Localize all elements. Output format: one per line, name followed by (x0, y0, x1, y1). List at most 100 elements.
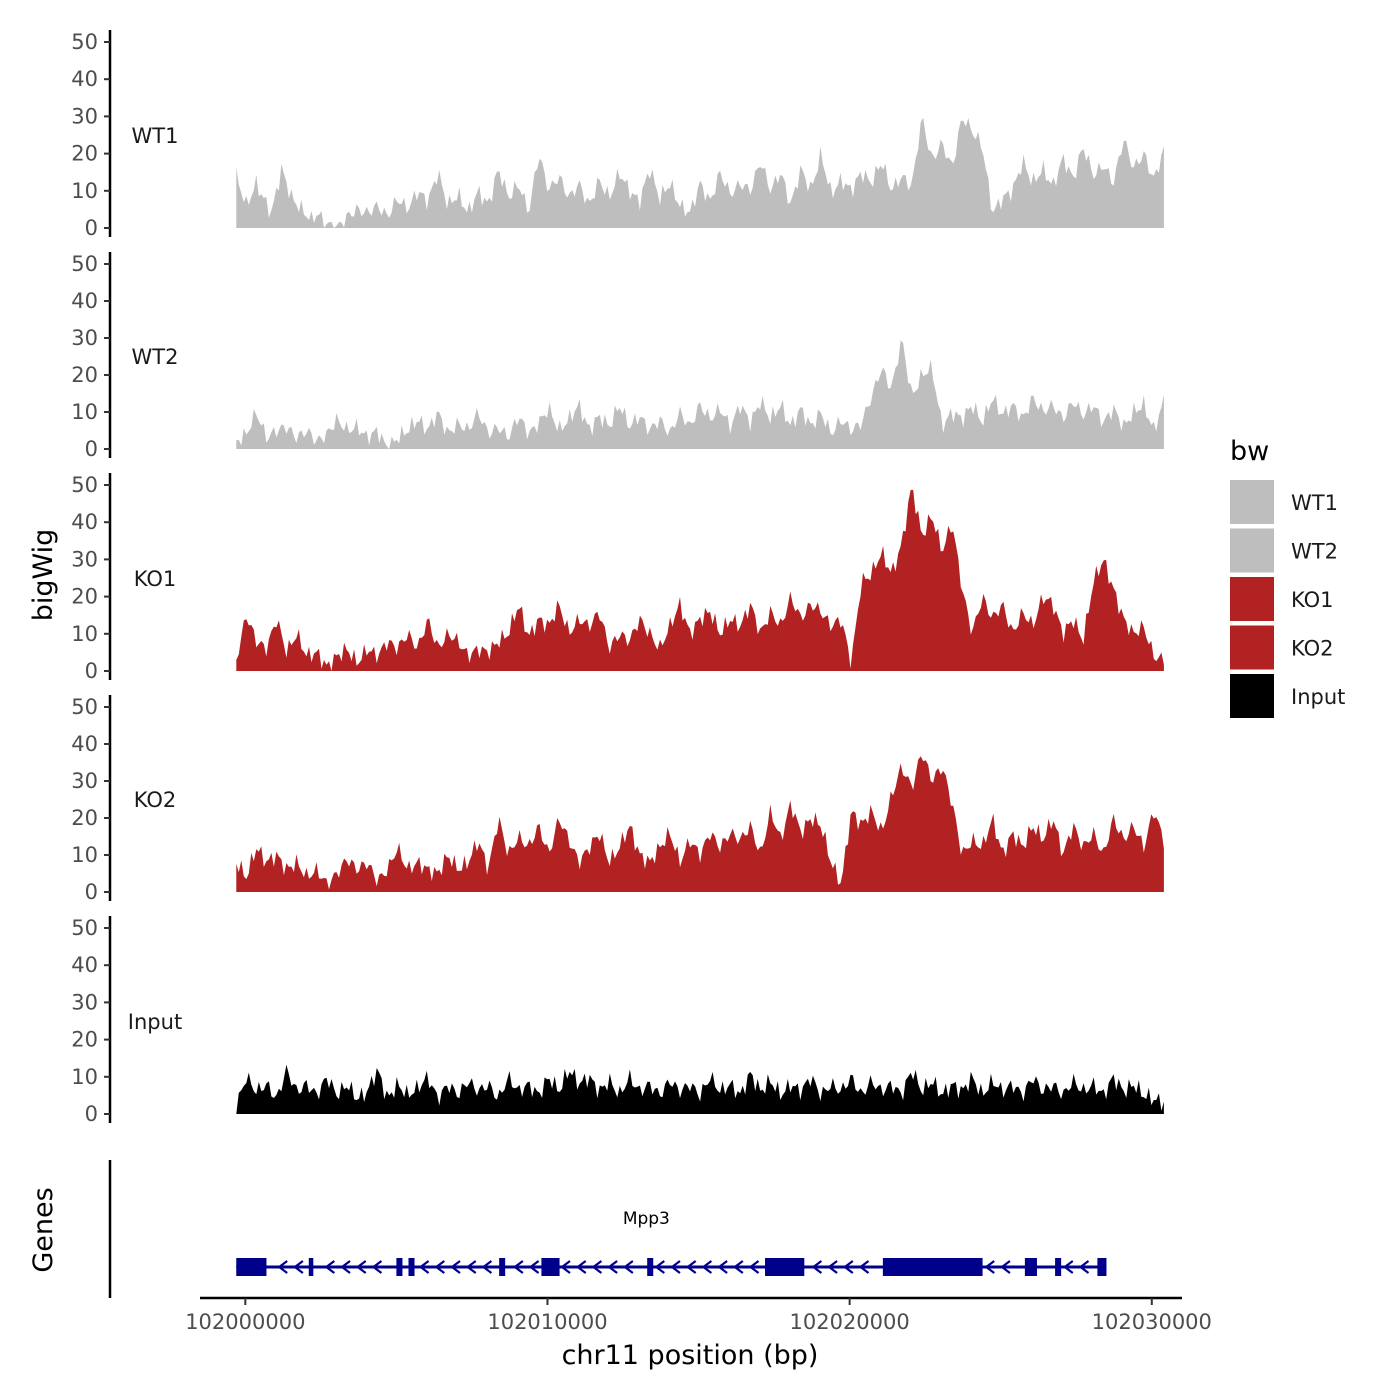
legend-label-ko1: KO1 (1291, 588, 1334, 612)
legend-swatch-input (1230, 674, 1274, 718)
track-label: KO1 (134, 567, 177, 591)
legend-title: bw (1230, 436, 1269, 467)
strand-arrow (465, 1260, 477, 1274)
strand-arrow (701, 1260, 713, 1274)
track-input: 0 10 20 30 40 50 Input (71, 916, 1164, 1126)
y-tick-label: 20 (71, 585, 98, 609)
legend: bw WT1 WT2 KO1 KO2 Input (1230, 436, 1345, 718)
coverage-area (236, 117, 1164, 228)
gene-exon (499, 1258, 506, 1276)
coverage-area (236, 1064, 1164, 1114)
legend-swatch-wt1 (1230, 480, 1274, 524)
legend-label-ko2: KO2 (1291, 637, 1334, 661)
y-tick-label: 50 (71, 473, 98, 497)
track-wt1: 0 10 20 30 40 50 WT1 (71, 30, 1164, 240)
gene-exon (1055, 1258, 1062, 1276)
y-tick-label: 40 (71, 67, 98, 91)
gene-exon (647, 1258, 654, 1276)
y-tick-label: 30 (71, 104, 98, 128)
y-tick-label: 50 (71, 916, 98, 940)
y-tick-label: 20 (71, 1028, 98, 1052)
strand-arrow (717, 1260, 728, 1274)
y-tick-label: 50 (71, 252, 98, 276)
y-tick-label: 50 (71, 695, 98, 719)
strand-arrow (293, 1260, 304, 1274)
y-tick-label: 40 (71, 510, 98, 534)
track-ko1: 0 10 20 30 40 50 KO1 (71, 473, 1164, 683)
y-axis-title: bigWig (28, 529, 59, 622)
y-tick-label: 20 (71, 142, 98, 166)
strand-arrow (748, 1260, 760, 1274)
y-tick-label: 0 (85, 216, 98, 240)
coverage-area (236, 489, 1164, 671)
x-axis-title: chr11 position (bp) (562, 1340, 819, 1371)
gene-exon (882, 1258, 983, 1276)
strand-arrow (670, 1260, 681, 1274)
tracks-layer: 0 10 20 30 40 50 WT1 0 10 20 30 40 50 WT2 0 10 20 30 40 50 K… (71, 30, 1164, 1126)
gene-exon (396, 1258, 403, 1276)
y-tick-label: 40 (71, 289, 98, 313)
strand-arrow (528, 1260, 540, 1274)
y-tick-label: 20 (71, 363, 98, 387)
strand-arrow (513, 1260, 524, 1274)
y-tick-label: 0 (85, 880, 98, 904)
y-tick-label: 0 (85, 437, 98, 461)
gene-exon (408, 1258, 415, 1276)
legend-swatch-ko1 (1230, 577, 1274, 621)
strand-arrow (623, 1260, 634, 1274)
y-tick-label: 0 (85, 1102, 98, 1126)
y-tick-label: 0 (85, 659, 98, 683)
strand-arrow (1078, 1260, 1090, 1274)
gene-exon (1097, 1258, 1107, 1276)
strand-arrow (418, 1260, 430, 1274)
y-tick-label: 30 (71, 990, 98, 1014)
strand-arrow (575, 1260, 587, 1274)
y-tick-label: 10 (71, 179, 98, 203)
strand-arrow (654, 1260, 665, 1274)
strand-arrow (607, 1260, 618, 1274)
x-axis: 102000000 102010000 102020000 102030000 (185, 1296, 1212, 1334)
y-tick-label: 30 (71, 326, 98, 350)
track-label: KO2 (134, 788, 177, 812)
gene-exon (1024, 1258, 1037, 1276)
strand-arrow (481, 1260, 493, 1274)
x-tick-label: 102010000 (487, 1310, 607, 1334)
strand-arrow (1000, 1260, 1011, 1274)
strand-arrow (340, 1260, 351, 1274)
legend-label-wt1: WT1 (1291, 491, 1338, 515)
y-tick-label: 10 (71, 1065, 98, 1089)
track-wt2: 0 10 20 30 40 50 WT2 (71, 252, 1164, 461)
track-ko2: 0 10 20 30 40 50 KO2 (71, 695, 1164, 904)
coverage-area (236, 340, 1164, 449)
strand-arrow (324, 1260, 335, 1274)
y-tick-label: 10 (71, 400, 98, 424)
strand-arrow (858, 1260, 870, 1274)
strand-arrow (277, 1260, 288, 1274)
y-tick-label: 30 (71, 547, 98, 571)
gene-panel-title: Genes (28, 1187, 59, 1272)
x-tick-label: 102030000 (1092, 1310, 1212, 1334)
x-tick-label: 102020000 (790, 1310, 910, 1334)
y-tick-label: 30 (71, 769, 98, 793)
strand-arrow (355, 1260, 367, 1274)
track-label: Input (128, 1010, 182, 1034)
gene-panel: Mpp3 (108, 1160, 1107, 1298)
track-label: WT1 (132, 124, 179, 148)
legend-label-input: Input (1291, 685, 1345, 709)
gene-exon (765, 1258, 805, 1276)
strand-arrow (984, 1260, 995, 1274)
strand-arrow (1062, 1260, 1074, 1274)
y-tick-label: 50 (71, 30, 98, 54)
strand-arrow (827, 1260, 838, 1274)
y-tick-label: 10 (71, 622, 98, 646)
gene-name-label: Mpp3 (623, 1209, 670, 1229)
track-label: WT2 (132, 345, 179, 369)
strand-arrow (560, 1260, 571, 1274)
gene-exon (236, 1258, 267, 1276)
gene-exon (308, 1258, 314, 1276)
x-tick-label: 102000000 (185, 1310, 305, 1334)
legend-swatch-wt2 (1230, 528, 1274, 573)
y-tick-label: 40 (71, 732, 98, 756)
y-tick-label: 20 (71, 806, 98, 830)
